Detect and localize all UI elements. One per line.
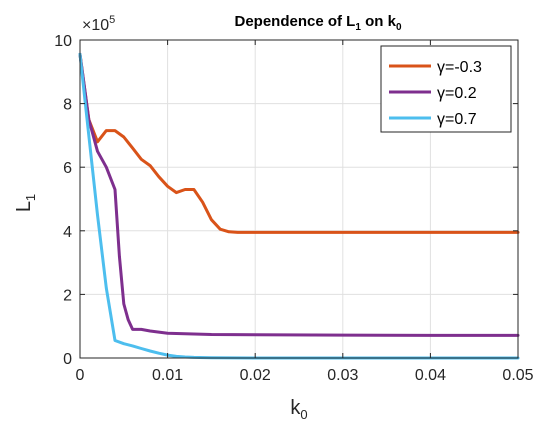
x-tick-label: 0.02 [240, 367, 271, 384]
legend-label-1: γ=-0.3 [437, 59, 482, 76]
y-exponent-power: 5 [109, 14, 115, 26]
y-axis-title: L1 [13, 194, 38, 212]
x-axis-title-main: k [290, 397, 301, 419]
x-tick-label: 0 [76, 367, 85, 384]
legend: γ=-0.3 γ=0.2 γ=0.7 [380, 45, 512, 133]
y-tick-label: 4 [63, 224, 72, 241]
y-tick-label: 0 [63, 351, 72, 368]
y-exponent-base: ×10 [82, 17, 109, 34]
y-ticks [80, 39, 518, 359]
y-tick-label: 2 [63, 287, 72, 304]
x-axis-title: k0 [290, 397, 307, 422]
chart-title-main: Dependence of L [235, 13, 356, 30]
y-axis-title-sub: 1 [23, 194, 38, 201]
y-axis-title-main: L [13, 201, 35, 212]
chart-title-sub1: 1 [355, 22, 361, 33]
chart-title-mid: on k [361, 13, 397, 30]
y-tick-labels: 0 2 4 6 8 10 [54, 33, 72, 368]
chart-title: Dependence of L1 on k0 [235, 13, 402, 33]
y-exponent-label: ×105 [82, 14, 115, 34]
x-ticks [79, 40, 519, 358]
legend-label-3: γ=0.7 [437, 111, 477, 128]
series-line-2 [78, 52, 520, 337]
x-tick-labels: 0 0.01 0.02 0.03 0.04 0.05 [76, 367, 534, 384]
x-tick-label: 0.01 [152, 367, 183, 384]
legend-label-2: γ=0.2 [437, 85, 477, 102]
x-tick-label: 0.05 [502, 367, 533, 384]
y-tick-label: 6 [63, 160, 72, 177]
chart-title-sub2: 0 [396, 22, 402, 33]
y-tick-label: 10 [54, 33, 72, 50]
y-tick-label: 8 [63, 97, 72, 114]
x-tick-label: 0.04 [415, 367, 446, 384]
series-line-1 [78, 52, 520, 234]
x-axis-title-sub: 0 [300, 407, 307, 422]
axes-box [79, 39, 519, 359]
x-tick-label: 0.03 [327, 367, 358, 384]
